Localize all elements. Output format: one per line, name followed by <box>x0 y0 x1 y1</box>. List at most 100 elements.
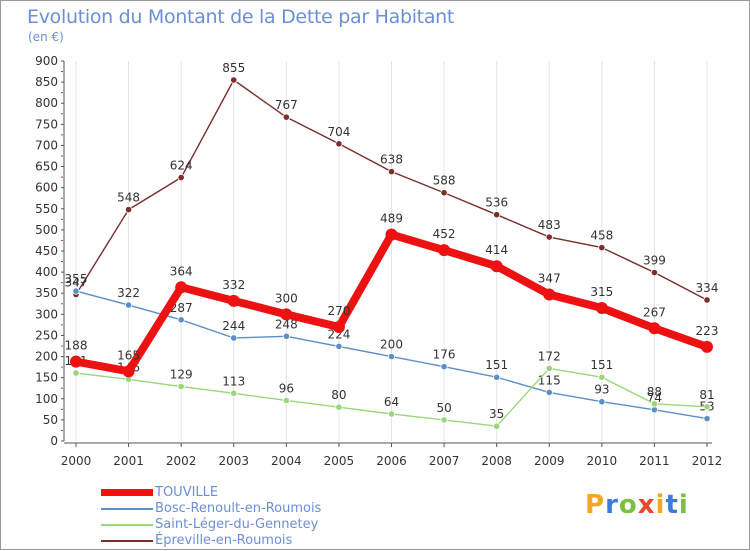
data-label-saint-leger-du-gennetey: 64 <box>384 395 399 409</box>
data-label-touville: 364 <box>170 264 193 278</box>
legend-label-epreville: Épreville-en-Roumois <box>155 533 293 548</box>
data-point-bosc-renoult-en-roumois <box>545 388 553 397</box>
data-label-bosc-renoult-en-roumois: 115 <box>538 373 561 387</box>
data-label-saint-leger-du-gennetey: 80 <box>331 388 346 402</box>
data-label-bosc-renoult-en-roumois: 244 <box>222 319 245 333</box>
data-point-touville <box>648 322 661 335</box>
y-tick-label: 100 <box>35 392 58 406</box>
data-point-saint-leger-du-gennetey <box>335 403 343 411</box>
logo-letter: r <box>605 490 619 520</box>
data-point-touville <box>175 281 188 294</box>
data-point-bosc-renoult-en-roumois <box>650 406 659 414</box>
data-point-bosc-renoult-en-roumois <box>440 363 448 371</box>
legend-swatch-touville <box>101 489 153 496</box>
data-label-touville: 270 <box>327 304 350 318</box>
data-label-bosc-renoult-en-roumois: 355 <box>65 272 88 286</box>
data-label-saint-leger-du-gennetey: 129 <box>170 368 193 382</box>
data-label-touville: 347 <box>538 271 561 285</box>
data-label-touville: 315 <box>590 285 613 299</box>
data-label-epreville-en-roumois: 347 <box>65 275 88 289</box>
data-point-touville <box>490 260 503 273</box>
data-point-saint-leger-du-gennetey <box>177 382 185 391</box>
y-tick-label: 0 <box>50 434 58 448</box>
data-point-bosc-renoult-en-roumois <box>282 332 290 340</box>
data-point-bosc-renoult-en-roumois <box>493 373 501 381</box>
x-tick-label: 2011 <box>639 454 670 468</box>
data-label-bosc-renoult-en-roumois: 93 <box>594 383 609 397</box>
y-tick-label: 400 <box>35 265 58 279</box>
logo-letter: o <box>618 490 638 520</box>
data-point-epreville-en-roumois <box>177 173 185 182</box>
data-label-epreville-en-roumois: 855 <box>222 61 245 75</box>
y-tick-label: 50 <box>43 413 58 427</box>
data-point-bosc-renoult-en-roumois <box>124 301 133 309</box>
data-label-bosc-renoult-en-roumois: 248 <box>275 317 298 331</box>
data-point-touville <box>438 244 451 257</box>
logo-letter: x <box>637 490 656 520</box>
data-label-saint-leger-du-gennetey: 88 <box>647 385 662 399</box>
data-point-epreville-en-roumois <box>493 211 501 219</box>
data-point-epreville-en-roumois <box>387 168 396 176</box>
data-point-bosc-renoult-en-roumois <box>703 415 711 423</box>
data-label-epreville-en-roumois: 536 <box>485 196 508 210</box>
data-point-epreville-en-roumois <box>282 113 290 121</box>
data-label-touville: 165 <box>117 348 140 362</box>
data-label-touville: 332 <box>222 278 245 292</box>
data-point-epreville-en-roumois <box>545 233 553 241</box>
data-point-touville <box>385 228 398 241</box>
data-point-saint-leger-du-gennetey <box>282 396 290 405</box>
data-label-saint-leger-du-gennetey: 96 <box>279 381 294 395</box>
data-point-bosc-renoult-en-roumois <box>177 316 185 324</box>
data-point-touville <box>227 294 240 307</box>
data-label-bosc-renoult-en-roumois: 200 <box>380 338 403 352</box>
x-tick-label: 2006 <box>376 454 407 468</box>
data-label-epreville-en-roumois: 638 <box>380 153 403 167</box>
legend-swatch-saint-leger <box>101 523 153 526</box>
data-point-saint-leger-du-gennetey <box>387 410 396 418</box>
data-point-saint-leger-du-gennetey <box>440 416 448 424</box>
data-point-epreville-en-roumois <box>230 76 238 84</box>
y-tick-label: 500 <box>35 223 58 237</box>
x-tick-label: 2010 <box>587 454 618 468</box>
data-label-epreville-en-roumois: 588 <box>433 174 456 188</box>
x-tick-label: 2009 <box>534 454 565 468</box>
data-point-saint-leger-du-gennetey <box>72 369 80 377</box>
data-label-saint-leger-du-gennetey: 151 <box>590 358 613 372</box>
data-point-epreville-en-roumois <box>703 296 711 304</box>
data-label-touville: 267 <box>643 305 666 319</box>
data-point-touville <box>122 365 135 378</box>
legend-label-touville: TOUVILLE <box>155 485 219 500</box>
y-tick-label: 150 <box>35 371 58 385</box>
data-point-touville <box>332 321 345 333</box>
data-point-epreville-en-roumois <box>124 206 133 214</box>
x-tick-label: 2004 <box>271 454 302 468</box>
y-tick-label: 450 <box>35 244 58 258</box>
data-label-saint-leger-du-gennetey: 172 <box>538 349 561 363</box>
x-tick-label: 2003 <box>218 454 249 468</box>
data-point-epreville-en-roumois <box>598 244 606 252</box>
data-label-touville: 489 <box>380 212 403 226</box>
data-point-saint-leger-du-gennetey <box>230 389 238 397</box>
legend-label-bosc-renoult: Bosc-Renoult-en-Roumois <box>155 501 322 516</box>
y-tick-label: 750 <box>35 117 58 131</box>
data-point-bosc-renoult-en-roumois <box>598 398 606 406</box>
data-point-bosc-renoult-en-roumois <box>230 334 238 342</box>
legend-label-saint-leger: Saint-Léger-du-Gennetey <box>155 517 319 532</box>
data-label-bosc-renoult-en-roumois: 224 <box>327 327 350 341</box>
data-point-touville <box>701 340 713 353</box>
data-label-epreville-en-roumois: 334 <box>696 281 719 295</box>
data-point-bosc-renoult-en-roumois <box>72 287 80 295</box>
chart-subtitle: (en €) <box>28 30 64 44</box>
data-label-epreville-en-roumois: 548 <box>117 191 140 205</box>
data-label-epreville-en-roumois: 483 <box>538 218 561 232</box>
data-point-epreville-en-roumois <box>650 268 659 277</box>
data-point-touville <box>595 302 608 314</box>
y-tick-label: 700 <box>35 138 58 152</box>
logo-letter: t <box>665 490 679 520</box>
data-label-bosc-renoult-en-roumois: 151 <box>485 358 508 372</box>
legend-item-saint-leger: Saint-Léger-du-Gennetey <box>101 517 321 533</box>
logo-letter: i <box>678 490 689 520</box>
data-point-saint-leger-du-gennetey <box>650 400 659 408</box>
